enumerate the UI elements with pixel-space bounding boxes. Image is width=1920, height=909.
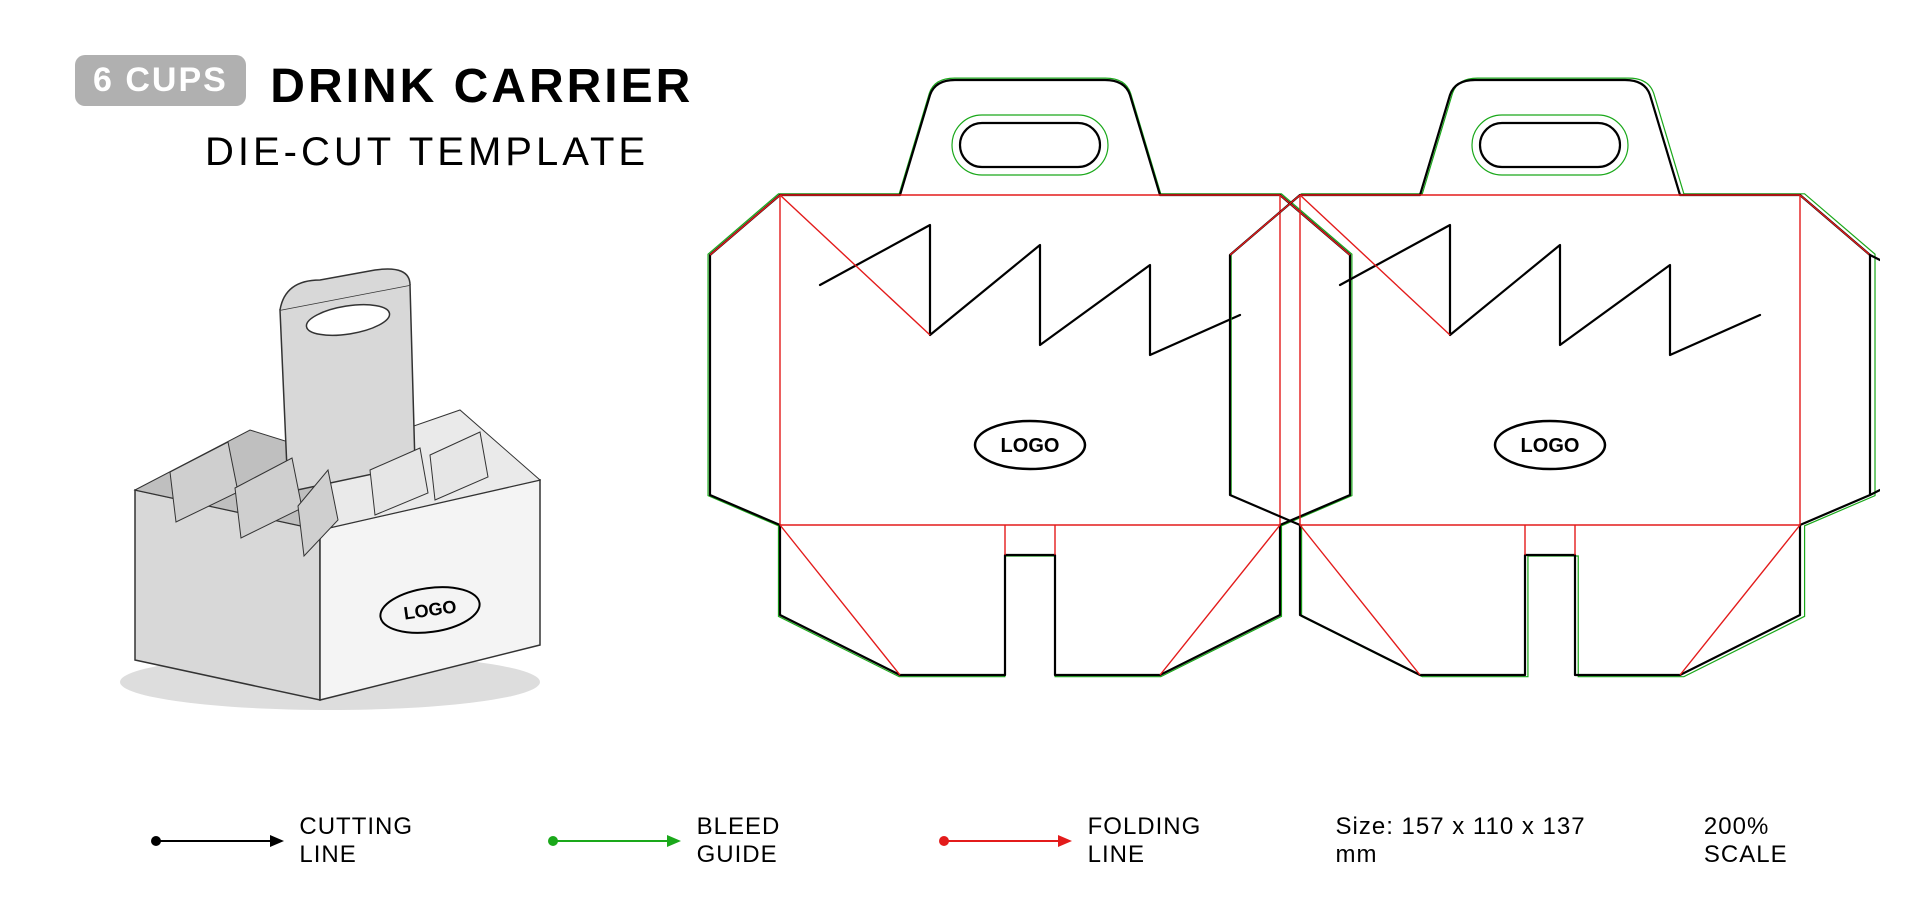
- legend: CUTTING LINE BLEED GUIDE FOLDING LINE Si…: [150, 813, 1860, 869]
- size-label: Size: 157 x 110 x 137 mm: [1336, 813, 1634, 869]
- legend-bleed-label: BLEED GUIDE: [697, 813, 869, 869]
- title-block: 6 CUPS DRINK CARRIER DIE-CUT TEMPLATE: [75, 55, 693, 175]
- scale-label: 200% SCALE: [1704, 813, 1860, 869]
- legend-cutting-label: CUTTING LINE: [299, 813, 477, 869]
- svg-text:LOGO: LOGO: [1001, 435, 1060, 457]
- legend-cutting: CUTTING LINE: [150, 813, 477, 869]
- cups-badge: 6 CUPS: [75, 55, 246, 106]
- legend-bleed: BLEED GUIDE: [547, 813, 868, 869]
- legend-folding: FOLDING LINE: [938, 813, 1265, 869]
- carrier-mockup: LOGO: [70, 210, 590, 735]
- title-main: DRINK CARRIER: [270, 59, 693, 114]
- svg-text:LOGO: LOGO: [1521, 435, 1580, 457]
- legend-folding-label: FOLDING LINE: [1088, 813, 1266, 869]
- diecut-template: LOGO LOGO: [700, 55, 1880, 760]
- title-sub: DIE-CUT TEMPLATE: [205, 130, 693, 175]
